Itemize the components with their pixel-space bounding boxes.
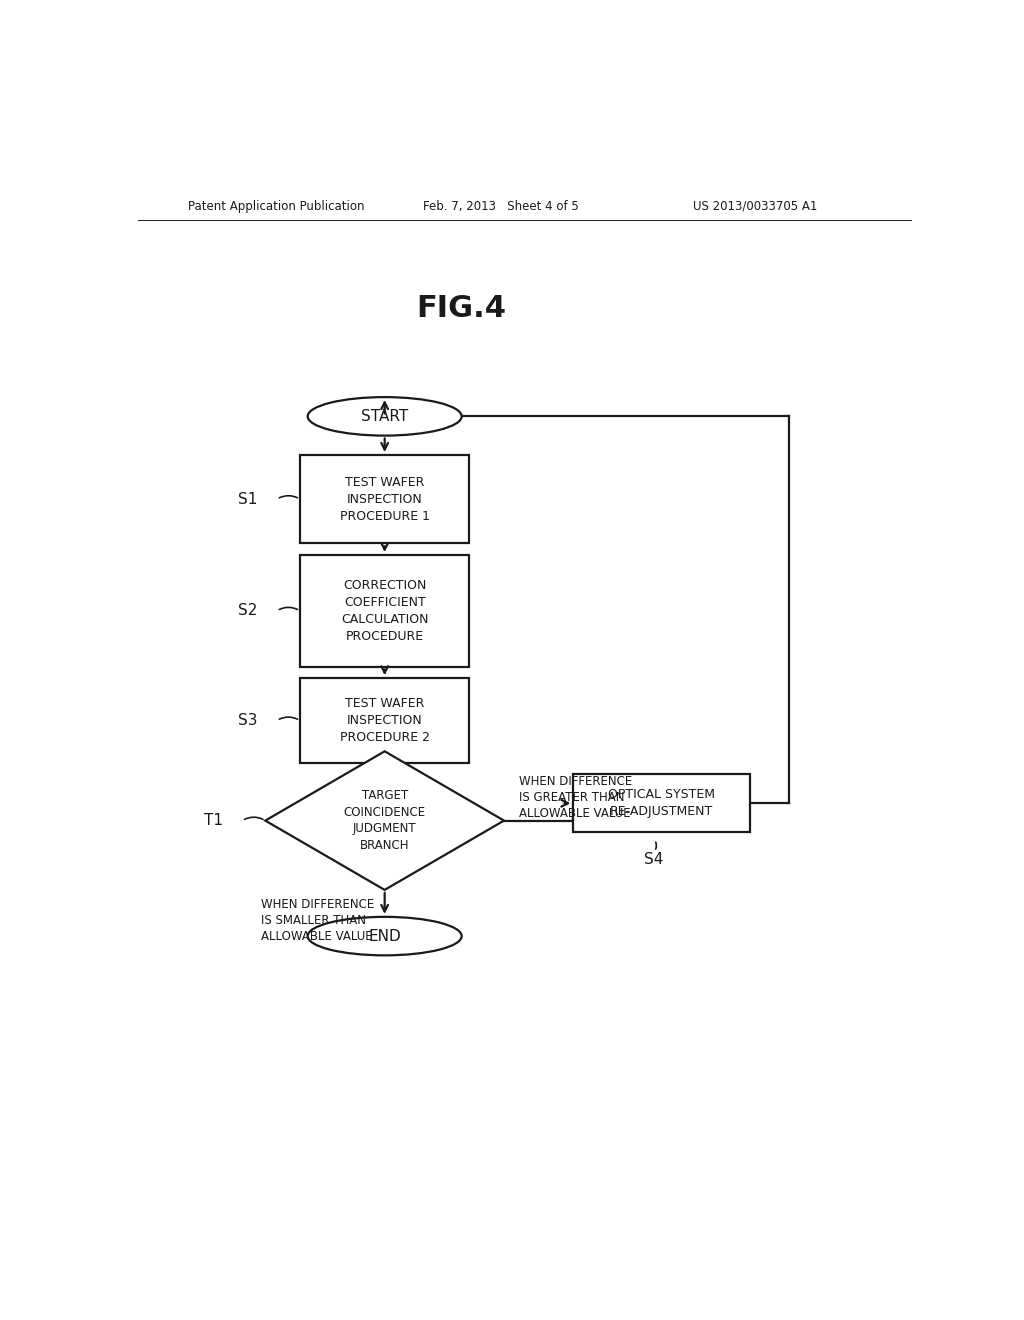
Text: FIG.4: FIG.4 bbox=[417, 294, 507, 323]
Text: US 2013/0033705 A1: US 2013/0033705 A1 bbox=[692, 199, 817, 213]
Polygon shape bbox=[265, 751, 504, 890]
Text: S1: S1 bbox=[239, 491, 258, 507]
Ellipse shape bbox=[307, 917, 462, 956]
Text: Patent Application Publication: Patent Application Publication bbox=[188, 199, 365, 213]
Ellipse shape bbox=[307, 397, 462, 436]
Bar bbox=[300, 455, 469, 544]
Text: T1: T1 bbox=[204, 813, 223, 828]
Text: Feb. 7, 2013   Sheet 4 of 5: Feb. 7, 2013 Sheet 4 of 5 bbox=[423, 199, 579, 213]
Text: OPTICAL SYSTEM
RE-ADJUSTMENT: OPTICAL SYSTEM RE-ADJUSTMENT bbox=[608, 788, 716, 818]
Text: TEST WAFER
INSPECTION
PROCEDURE 1: TEST WAFER INSPECTION PROCEDURE 1 bbox=[340, 475, 430, 523]
Text: START: START bbox=[361, 409, 409, 424]
Text: S4: S4 bbox=[644, 851, 664, 867]
Bar bbox=[573, 775, 751, 832]
Text: CORRECTION
COEFFICIENT
CALCULATION
PROCEDURE: CORRECTION COEFFICIENT CALCULATION PROCE… bbox=[341, 578, 428, 643]
Text: WHEN DIFFERENCE
IS GREATER THAN
ALLOWABLE VALUE: WHEN DIFFERENCE IS GREATER THAN ALLOWABL… bbox=[519, 775, 633, 820]
Text: WHEN DIFFERENCE
IS SMALLER THAN
ALLOWABLE VALUE: WHEN DIFFERENCE IS SMALLER THAN ALLOWABL… bbox=[261, 898, 375, 942]
Text: END: END bbox=[369, 928, 401, 944]
Text: S2: S2 bbox=[239, 603, 258, 618]
Text: TEST WAFER
INSPECTION
PROCEDURE 2: TEST WAFER INSPECTION PROCEDURE 2 bbox=[340, 697, 430, 744]
Text: S3: S3 bbox=[239, 713, 258, 729]
Text: TARGET
COINCIDENCE
JUDGMENT
BRANCH: TARGET COINCIDENCE JUDGMENT BRANCH bbox=[344, 789, 426, 851]
Bar bbox=[300, 678, 469, 763]
Bar bbox=[300, 554, 469, 667]
